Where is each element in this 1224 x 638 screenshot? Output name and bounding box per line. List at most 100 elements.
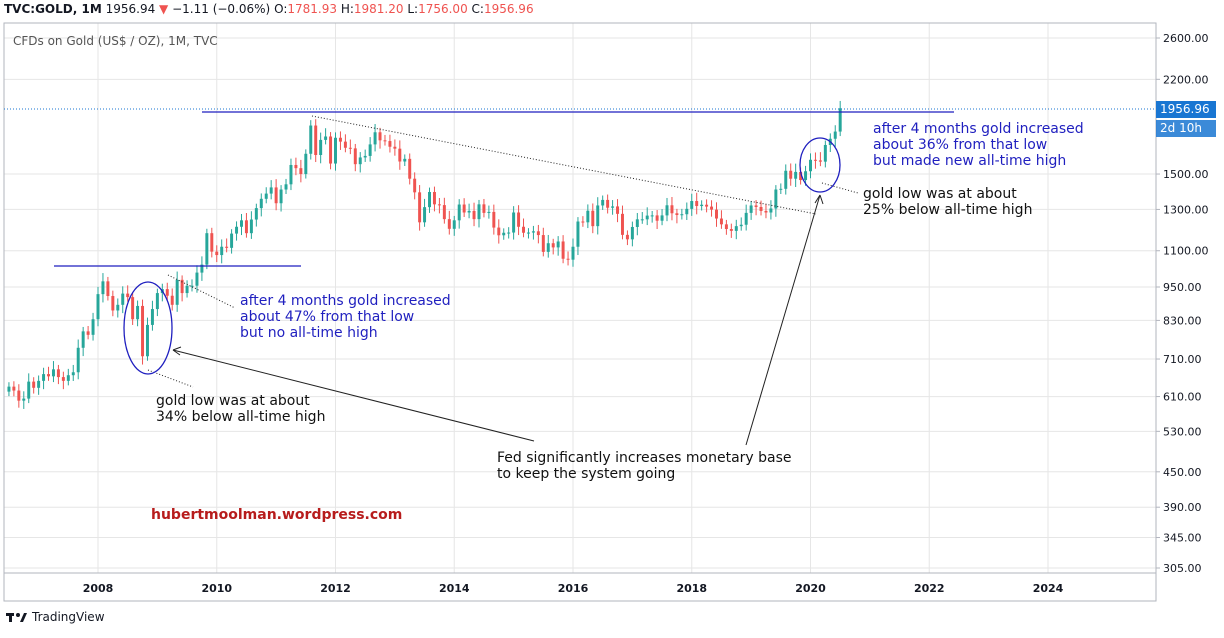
candle [220, 239, 224, 264]
last-price: 1956.94 [105, 2, 156, 16]
candle [769, 200, 773, 220]
candle [457, 199, 461, 229]
candle [170, 288, 174, 311]
candle-body [606, 199, 610, 208]
annotation-left-upper-1: after 4 months gold increased [240, 293, 451, 309]
candle [121, 286, 125, 314]
annotation-left-upper-2: about 47% from that low [240, 309, 414, 325]
annotation-right-upper-2: about 36% from that low [873, 137, 1047, 153]
candle-body [734, 226, 738, 231]
candle-body [71, 372, 75, 376]
candle [635, 212, 639, 236]
candle-body [789, 170, 793, 179]
candle [729, 223, 733, 238]
candle [764, 203, 768, 219]
candle [106, 276, 110, 301]
candle-body [749, 205, 753, 213]
candle [724, 219, 728, 235]
candle [813, 152, 817, 169]
candle-body [141, 305, 145, 357]
candle [116, 298, 120, 318]
candle [700, 200, 704, 211]
candle-body [338, 137, 342, 142]
candle-body [700, 204, 704, 207]
candle-body [116, 304, 120, 311]
candle-body [576, 221, 580, 247]
candle [710, 200, 714, 217]
candle-body [200, 264, 204, 273]
candle [428, 187, 431, 213]
candle-body [388, 141, 392, 147]
candle-body [571, 246, 575, 260]
arrowhead-2020-icon [814, 194, 824, 205]
candle [398, 140, 402, 170]
candle [497, 219, 501, 244]
candle [150, 300, 154, 331]
candle-body [264, 193, 268, 199]
candle-body [833, 131, 837, 139]
candle [739, 217, 743, 231]
last-price-tag: 1956.96 [1156, 101, 1216, 118]
annotation-left-upper-3: but no all-time high [240, 325, 378, 341]
candle-body [531, 231, 535, 233]
candle [131, 292, 135, 325]
candle [625, 230, 629, 246]
candle [225, 238, 229, 253]
candle-body [492, 211, 496, 228]
candle-body [680, 214, 684, 216]
candle-body [180, 279, 184, 294]
low-ellipse-2008[interactable] [123, 281, 173, 375]
candle [71, 364, 75, 381]
downtrend-line[interactable] [311, 115, 817, 215]
candle-body [76, 347, 80, 373]
annotation-right-lower-2: 25% below all-time high [863, 202, 1032, 218]
candle-body [96, 294, 100, 320]
y-tick-label: 950.00 [1163, 281, 1202, 294]
candle-body [660, 215, 664, 221]
low-ellipse-2020[interactable] [799, 137, 841, 193]
bar-countdown-tag: 2d 10h [1156, 120, 1216, 137]
candle [818, 152, 822, 167]
change-arrow-icon: ▼ [159, 2, 169, 16]
candle [833, 125, 837, 148]
candle [180, 275, 184, 302]
candle [205, 228, 209, 270]
arrow-to-2020 [745, 194, 821, 446]
x-tick-label: 2020 [795, 582, 826, 595]
candle-body [299, 168, 303, 175]
candle [640, 212, 644, 224]
candle [536, 224, 540, 244]
candle-body [284, 184, 288, 190]
candle [749, 201, 753, 220]
candle [482, 198, 486, 218]
candle [655, 210, 659, 230]
candle-body [126, 293, 130, 298]
footer-brand[interactable]: TradingView [32, 610, 105, 624]
candle-body [447, 219, 451, 229]
candle-body [779, 188, 783, 190]
y-tick-label: 305.00 [1163, 562, 1202, 575]
candle [744, 204, 748, 231]
candle-body [17, 390, 21, 401]
open-label: O: [274, 2, 288, 16]
candle [403, 154, 407, 166]
candle-body [81, 331, 85, 348]
candle [734, 219, 738, 240]
open-value: 1781.93 [287, 2, 337, 16]
x-tick-label: 2018 [676, 582, 707, 595]
candle-body [818, 160, 822, 162]
candle [165, 282, 169, 301]
candle-body [601, 199, 605, 206]
candle-body [131, 297, 135, 320]
candle [492, 204, 496, 235]
annotation-right-upper-3: but made new all-time high [873, 153, 1066, 169]
candle-body [566, 258, 570, 260]
candle-body [526, 232, 530, 234]
close-label: C: [471, 2, 484, 16]
candle-body [784, 170, 788, 189]
y-axis: 305.00 345.00 390.00 450.00 530.00 610.00 710.… [1156, 32, 1209, 575]
candle-body [739, 224, 743, 227]
y-tick-label: 390.00 [1163, 501, 1202, 514]
candle [7, 382, 11, 397]
